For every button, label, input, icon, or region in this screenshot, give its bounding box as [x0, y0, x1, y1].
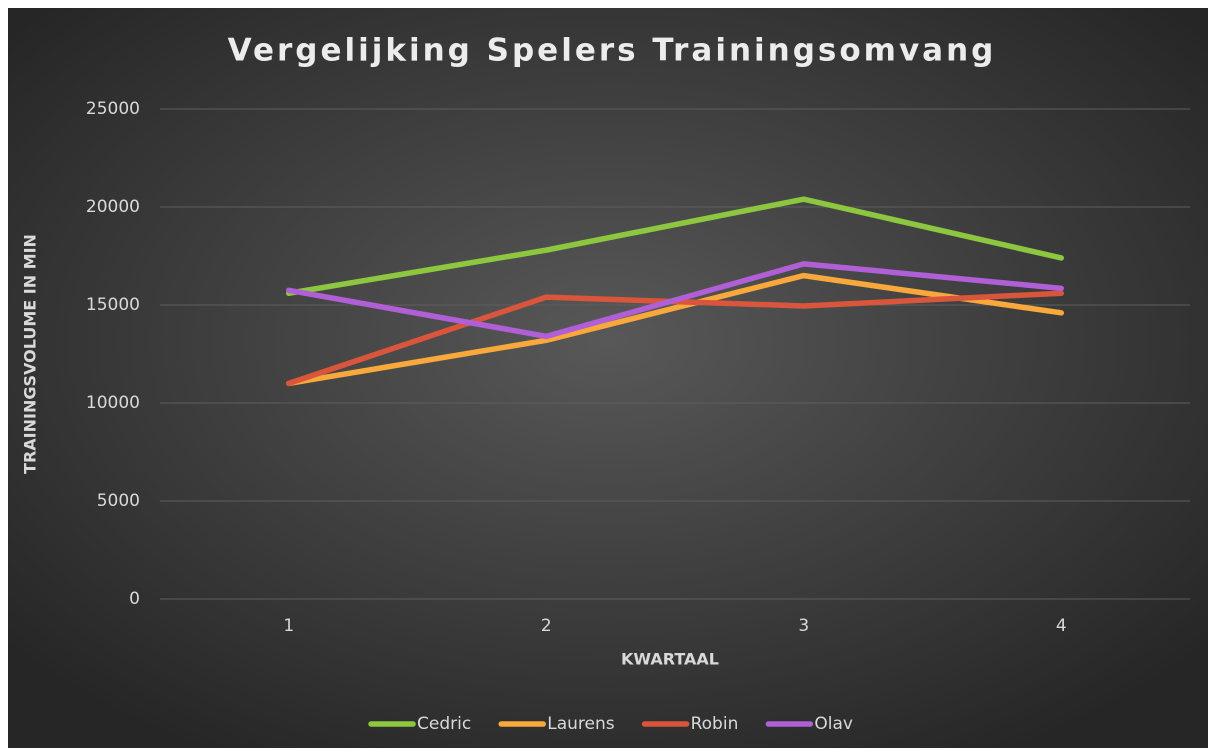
x-axis-label: KWARTAAL — [621, 650, 719, 669]
legend-label: Laurens — [547, 714, 615, 734]
chart-title: Vergelijking Spelers Trainingsomvang — [228, 33, 997, 69]
series-line — [286, 261, 1064, 340]
x-tick-label: 4 — [1056, 616, 1067, 636]
y-tick-label: 5000 — [97, 491, 140, 511]
legend-label: Robin — [691, 714, 739, 734]
series-line — [286, 196, 1064, 296]
y-axis-label: TRAININGSVOLUME IN MIN — [21, 234, 40, 474]
y-tick-label: 0 — [129, 589, 140, 609]
x-tick-label: 2 — [541, 616, 552, 636]
series-line — [286, 272, 1064, 387]
y-tick-label: 20000 — [86, 197, 140, 217]
y-tick-label: 10000 — [86, 393, 140, 413]
x-tick-label: 3 — [798, 616, 809, 636]
y-tick-label: 25000 — [86, 99, 140, 119]
legend-label: Olav — [814, 714, 853, 734]
chart-background — [8, 8, 1208, 748]
y-tick-label: 15000 — [86, 295, 140, 315]
x-tick-label: 1 — [283, 616, 294, 636]
legend-label: Cedric — [417, 714, 471, 734]
